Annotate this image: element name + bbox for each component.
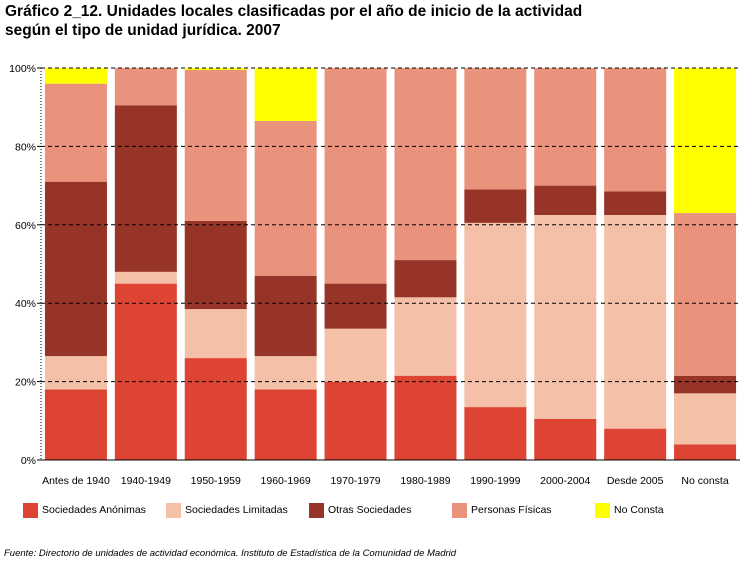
source-note: Fuente: Directorio de unidades de activi… — [4, 548, 457, 559]
x-tick-label: 1960-1969 — [261, 475, 311, 487]
bar-segment — [114, 105, 177, 272]
bar-segment — [44, 356, 107, 390]
legend-item: Sociedades Anónimas — [23, 500, 146, 520]
bar-segment — [324, 328, 387, 382]
legend-swatch — [595, 502, 610, 518]
bar-segment — [674, 375, 737, 394]
bar-segment — [394, 375, 457, 460]
bar-segment — [674, 393, 737, 445]
legend-swatch — [166, 502, 181, 518]
bar-segment — [394, 297, 457, 376]
bar-segment — [534, 185, 597, 215]
bar-segment — [254, 389, 317, 460]
x-tick-label: 1980-1989 — [400, 475, 450, 487]
y-tick-label: 80% — [15, 141, 36, 153]
bar-segment — [604, 191, 667, 215]
x-tick-label: 1950-1959 — [191, 475, 241, 487]
bar-segment — [44, 181, 107, 357]
legend-label: Sociedades Anónimas — [42, 504, 146, 516]
bar-segment — [114, 68, 177, 106]
bar-segment — [394, 260, 457, 298]
x-tick-label: 1940-1949 — [121, 475, 171, 487]
legend-item: Otras Sociedades — [309, 500, 411, 520]
bar-segment — [464, 189, 527, 223]
bar-segment — [184, 220, 247, 310]
bar-segment — [184, 309, 247, 359]
bar-segment — [534, 418, 597, 460]
legend-item: Sociedades Limitadas — [166, 500, 288, 520]
bar-segment — [674, 213, 737, 376]
chart-title: Gráfico 2_12. Unidades locales clasifica… — [5, 2, 745, 40]
bar-segment — [184, 68, 247, 70]
bar-segment — [464, 407, 527, 460]
bar-segment — [604, 428, 667, 460]
legend-swatch — [309, 502, 324, 518]
x-tick-label: 1970-1979 — [330, 475, 380, 487]
bar-segment — [184, 358, 247, 460]
bar-segment — [184, 69, 247, 221]
bar-segment — [464, 68, 527, 190]
bar-segment — [44, 83, 107, 182]
stacked-bar-chart: 0% 20% 40% 60% 80% 100% Antes de 1940 1940-1949… — [9, 63, 740, 487]
chart-title-line-1: Gráfico 2_12. Unidades locales clasifica… — [5, 3, 583, 20]
bar-segment — [324, 381, 387, 460]
chart-legend: Sociedades Anónimas Sociedades Limitadas O… — [23, 500, 743, 524]
chart-title-line-2: según el tipo de unidad jurídica. 2007 — [5, 22, 281, 39]
x-tick-label: Antes de 1940 — [42, 475, 110, 487]
legend-label: Otras Sociedades — [328, 504, 412, 516]
bar-segment — [114, 271, 177, 284]
x-tick-label: 2000-2004 — [540, 475, 590, 487]
bar-segment — [674, 444, 737, 460]
legend-label: Personas Físicas — [471, 504, 552, 516]
bar-segment — [44, 68, 107, 84]
bar-segment — [254, 68, 317, 121]
y-tick-label: 60% — [15, 220, 36, 232]
bar-segment — [254, 120, 317, 276]
y-tick-label: 20% — [15, 377, 36, 389]
bar-segment — [394, 68, 457, 261]
bar-segment — [44, 389, 107, 460]
bar-segment — [324, 283, 387, 329]
bar-segment — [534, 68, 597, 186]
bar-segment — [464, 222, 527, 408]
y-tick-label: 100% — [9, 63, 36, 75]
legend-swatch — [23, 502, 38, 518]
legend-swatch — [452, 502, 467, 518]
bar-segment — [254, 356, 317, 390]
bar-segment — [604, 215, 667, 429]
y-tick-label: 40% — [15, 298, 36, 310]
legend-item: No Consta — [595, 500, 664, 520]
x-tick-label: 1990-1999 — [470, 475, 520, 487]
legend-label: No Consta — [614, 504, 664, 516]
legend-label: Sociedades Limitadas — [185, 504, 288, 516]
bar-segment — [674, 68, 737, 214]
bar-segment — [604, 68, 667, 192]
legend-item: Personas Físicas — [452, 500, 552, 520]
bar-segment — [324, 68, 387, 284]
x-tick-label: Desde 2005 — [607, 475, 664, 487]
x-tick-label: No consta — [681, 475, 728, 487]
bar-segment — [534, 215, 597, 419]
bar-segment — [114, 283, 177, 460]
bar-segment — [254, 275, 317, 357]
y-tick-label: 0% — [21, 455, 36, 467]
